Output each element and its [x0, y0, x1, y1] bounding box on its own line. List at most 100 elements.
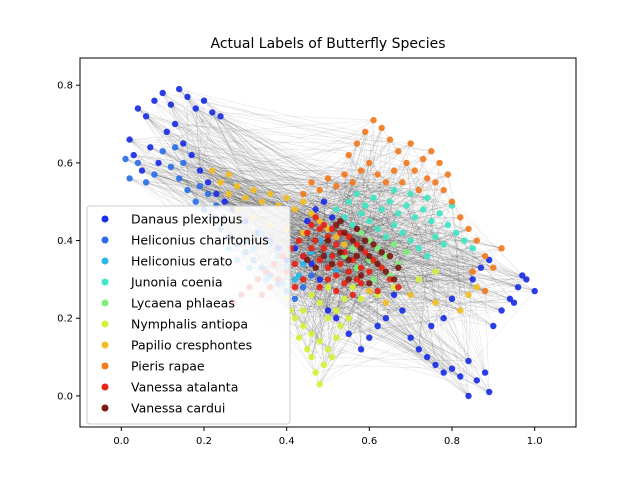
network-edge: [360, 131, 366, 268]
network-edge: [327, 201, 391, 280]
data-point: [357, 229, 365, 236]
network-edge: [183, 143, 271, 195]
data-point: [345, 198, 352, 205]
network-edge: [286, 267, 461, 377]
network-edge: [414, 189, 444, 218]
network-edge: [224, 201, 399, 214]
network-edge: [311, 287, 399, 358]
network-edge: [303, 224, 395, 327]
network-edge: [327, 143, 358, 311]
network-edge: [323, 201, 329, 319]
network-edge: [389, 240, 411, 276]
network-edge: [410, 143, 465, 241]
network-edge: [336, 213, 399, 245]
data-point: [328, 252, 336, 260]
network-edge: [315, 248, 473, 373]
network-edge: [369, 162, 411, 295]
network-edge: [348, 154, 486, 373]
network-edge: [410, 267, 482, 338]
network-edge: [311, 170, 362, 265]
data-point: [399, 229, 406, 236]
network-edge: [166, 131, 320, 230]
data-point: [304, 229, 311, 236]
network-edge: [162, 150, 411, 195]
data-point: [407, 190, 414, 198]
network-edge: [319, 228, 349, 272]
network-edge: [187, 96, 453, 299]
data-point: [341, 171, 348, 178]
data-point: [167, 101, 175, 108]
legend-marker: [101, 215, 109, 223]
network-edge: [286, 178, 428, 299]
data-point: [345, 315, 352, 322]
data-point: [403, 249, 410, 256]
data-point: [432, 361, 439, 369]
network-edge: [220, 116, 420, 249]
data-point: [362, 202, 369, 209]
data-point: [209, 167, 216, 174]
network-edge: [360, 248, 387, 303]
network-edge: [170, 104, 444, 245]
data-point: [362, 249, 369, 256]
network-edge: [327, 236, 349, 280]
network-edge: [146, 116, 453, 206]
network-edge: [278, 139, 391, 257]
network-edge: [299, 337, 490, 393]
network-edge: [319, 189, 453, 299]
data-point: [300, 276, 307, 283]
data-point: [130, 151, 137, 159]
network-edge: [336, 294, 395, 311]
data-point: [366, 334, 373, 341]
data-point: [341, 280, 348, 287]
network-edge: [191, 154, 333, 218]
network-edge: [294, 232, 341, 280]
network-edge: [327, 294, 378, 319]
data-point: [225, 171, 232, 178]
network-edge: [220, 116, 403, 234]
data-point: [481, 287, 489, 295]
data-point: [312, 206, 319, 213]
network-edge: [290, 310, 444, 319]
network-edge: [319, 286, 519, 385]
network-edge: [299, 224, 448, 276]
network-edge: [369, 255, 420, 280]
network-edge: [307, 287, 329, 350]
network-edge: [294, 139, 391, 265]
network-edge: [311, 275, 523, 335]
data-point: [370, 116, 377, 124]
network-edge: [302, 201, 325, 257]
network-edge: [336, 271, 370, 276]
data-point: [320, 221, 328, 229]
data-point: [378, 124, 385, 132]
network-edge: [294, 248, 436, 272]
data-point: [444, 221, 452, 229]
data-point: [407, 291, 414, 299]
network-edge: [294, 228, 469, 249]
data-point: [308, 272, 315, 279]
network-edge: [418, 248, 436, 365]
data-point: [300, 190, 307, 198]
network-edge: [311, 201, 453, 358]
network-edge: [356, 189, 395, 195]
network-edge: [348, 236, 436, 366]
network-edge: [393, 224, 420, 249]
network-edge: [348, 205, 366, 319]
network-edge: [274, 263, 395, 296]
network-edge: [348, 279, 527, 319]
data-point: [424, 353, 431, 361]
network-edge: [307, 217, 415, 222]
network-edge: [302, 201, 308, 233]
network-edge: [385, 224, 395, 272]
data-point: [204, 179, 212, 186]
data-point: [353, 241, 361, 248]
network-edge: [307, 302, 320, 350]
data-point: [395, 264, 402, 271]
network-edge: [393, 287, 490, 393]
network-edge: [170, 104, 304, 202]
network-edge: [162, 150, 469, 362]
network-edge: [319, 252, 341, 342]
data-point: [490, 264, 497, 271]
network-edge: [294, 127, 382, 299]
network-edge: [303, 205, 453, 311]
data-point: [171, 144, 179, 151]
